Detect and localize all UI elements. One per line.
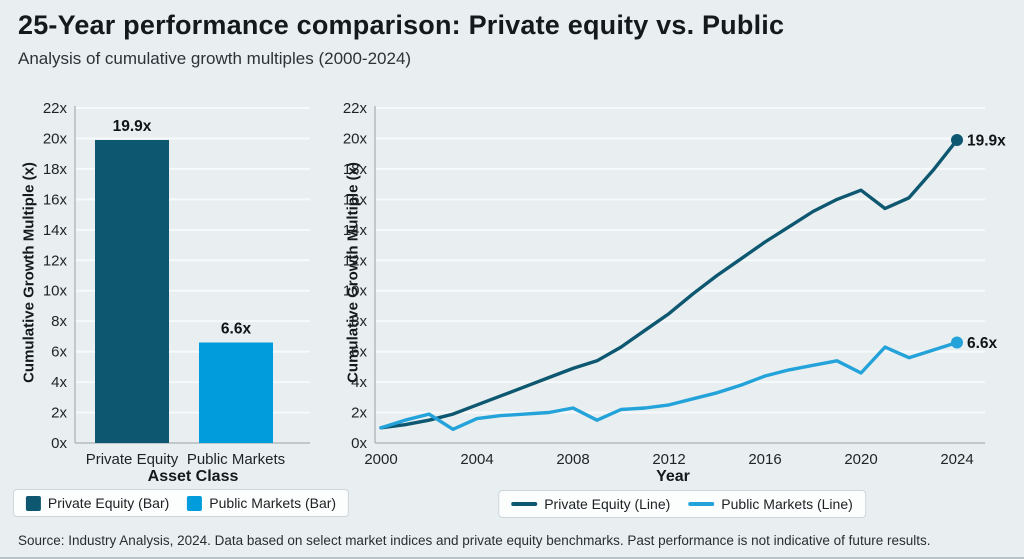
end-value-label: 6.6x bbox=[967, 335, 998, 352]
bar-chart-x-axis-label: Asset Class bbox=[147, 468, 239, 485]
y-tick-label: 10x bbox=[43, 283, 68, 300]
end-marker bbox=[951, 336, 963, 349]
legend-box-swatch bbox=[25, 495, 41, 511]
end-value-label: 19.9x bbox=[967, 132, 1006, 149]
x-tick-label: 2024 bbox=[940, 451, 973, 468]
y-tick-label: 12x bbox=[343, 252, 368, 269]
end-marker bbox=[951, 133, 963, 146]
x-tick-label: 2020 bbox=[844, 451, 877, 468]
legend-label: Public Markets (Bar) bbox=[209, 495, 337, 511]
y-tick-label: 14x bbox=[43, 222, 68, 239]
y-tick-label: 22x bbox=[343, 100, 368, 117]
y-tick-label: 0x bbox=[51, 435, 67, 452]
line-series-public-markets-line- bbox=[379, 340, 959, 431]
y-tick-label: 2x bbox=[351, 405, 367, 422]
line-series-private-equity-line- bbox=[379, 138, 959, 430]
y-tick-label: 4x bbox=[351, 374, 367, 391]
line-chart-x-axis-label: Year bbox=[656, 468, 690, 485]
legend-label: Private Equity (Line) bbox=[544, 496, 671, 512]
y-tick-label: 6x bbox=[351, 344, 367, 361]
legend-item: Public Markets (Bar) bbox=[187, 495, 336, 511]
x-tick-label: Public Markets bbox=[187, 451, 285, 468]
legend-box-swatch bbox=[187, 495, 203, 511]
y-tick-label: 2x bbox=[51, 405, 67, 422]
y-tick-label: 20x bbox=[43, 130, 68, 147]
x-tick-label: 2008 bbox=[556, 451, 589, 468]
legend-item: Private Equity (Bar) bbox=[25, 495, 170, 511]
y-tick-label: 10x bbox=[343, 283, 368, 300]
legend-item: Public Markets (Line) bbox=[688, 496, 853, 512]
page-subtitle: Analysis of cumulative growth multiples … bbox=[18, 49, 412, 68]
bar-value-label: 19.9x bbox=[113, 118, 152, 135]
legend-label: Private Equity (Bar) bbox=[47, 495, 170, 511]
line-chart: 0x 2x 4x 6x 8x 10x 12x 14x 16x 18x 20x 22x 2000 2004 2… bbox=[343, 100, 1006, 468]
x-tick-label: 2004 bbox=[460, 451, 493, 468]
y-tick-label: 22x bbox=[43, 100, 68, 117]
legend-line-swatch bbox=[511, 502, 538, 506]
legend-item: Private Equity (Line) bbox=[511, 496, 670, 512]
y-tick-label: 18x bbox=[43, 161, 68, 178]
y-tick-label: 4x bbox=[51, 374, 67, 391]
bar-value-label: 6.6x bbox=[221, 321, 252, 338]
y-tick-label: 6x bbox=[51, 344, 67, 361]
source-note: Source: Industry Analysis, 2024. Data ba… bbox=[18, 533, 931, 548]
x-tick-label: 2000 bbox=[364, 451, 397, 468]
y-tick-label: 20x bbox=[343, 130, 368, 147]
x-tick-label: 2016 bbox=[748, 451, 781, 468]
page-title: 25-Year performance comparison: Private … bbox=[18, 10, 785, 40]
y-tick-label: 8x bbox=[51, 313, 67, 330]
y-tick-label: 14x bbox=[343, 222, 368, 239]
bar-chart-legend: Private Equity (Bar) Public Markets (Bar) bbox=[12, 489, 350, 517]
bar-chart: 0x 2x 4x 6x 8x 10x 12x 14x 16x 18x 20x 22x 19.9x Priv… bbox=[43, 100, 310, 468]
bar-private-equity bbox=[95, 139, 169, 443]
y-tick-label: 16x bbox=[343, 191, 368, 208]
y-tick-label: 8x bbox=[351, 313, 367, 330]
y-tick-label: 12x bbox=[43, 252, 68, 269]
bar-public-markets bbox=[199, 342, 273, 443]
x-tick-label: 2012 bbox=[652, 451, 685, 468]
x-tick-label: Private Equity bbox=[86, 451, 179, 468]
y-tick-label: 18x bbox=[343, 161, 368, 178]
legend-label: Public Markets (Line) bbox=[721, 496, 853, 512]
bar-chart-y-axis-label: Cumulative Growth Multiple (x) bbox=[20, 162, 38, 383]
line-chart-legend: Private Equity (Line) Public Markets (Lin… bbox=[498, 490, 866, 518]
y-tick-label: 0x bbox=[351, 435, 367, 452]
legend-line-swatch bbox=[688, 502, 715, 506]
y-tick-label: 16x bbox=[43, 191, 68, 208]
